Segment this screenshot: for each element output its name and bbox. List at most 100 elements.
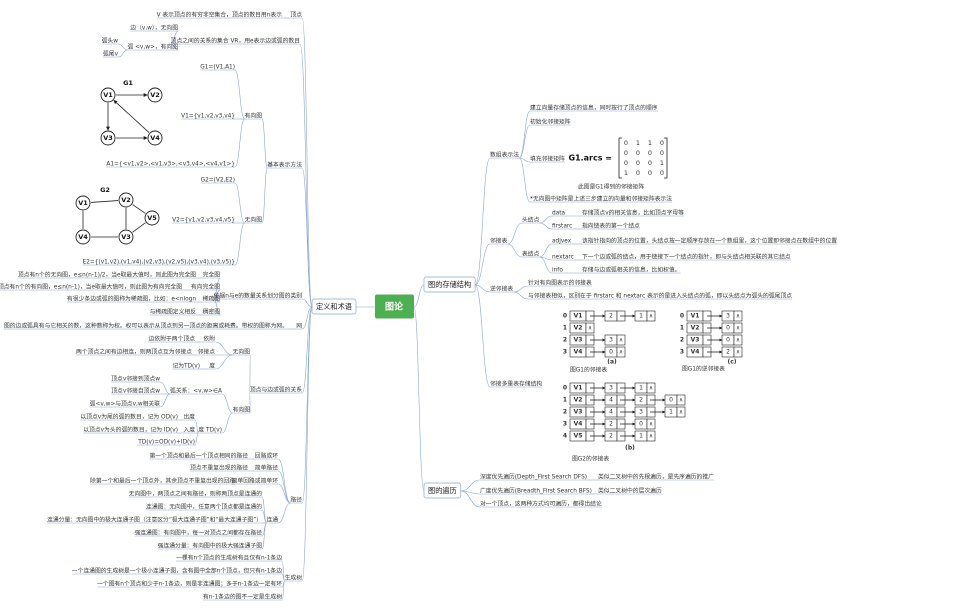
branch-box bbox=[423, 482, 462, 499]
topic: 与稀疏图定义相反 bbox=[150, 308, 197, 316]
null-mark: ∧ bbox=[736, 350, 740, 356]
connector bbox=[475, 284, 491, 293]
null-mark: ∧ bbox=[649, 386, 653, 392]
node-adj: 3 bbox=[726, 313, 730, 320]
list-vertex: V1 bbox=[691, 313, 700, 320]
node-adj: 3 bbox=[639, 409, 643, 416]
topic: 边依附于两个顶点 bbox=[149, 335, 196, 343]
topic: 出度 bbox=[183, 413, 195, 421]
null-mark: ∧ bbox=[588, 326, 592, 332]
node-adj: 0 bbox=[669, 397, 673, 404]
matrix-cell: 1 bbox=[648, 139, 652, 147]
root-topic: 图论 bbox=[385, 301, 404, 313]
list-vertex: V3 bbox=[574, 337, 583, 344]
connector bbox=[234, 182, 245, 224]
connector bbox=[302, 298, 313, 308]
graph-vertex bbox=[100, 130, 116, 146]
matrix-cell: 0 bbox=[660, 149, 664, 157]
connector bbox=[160, 381, 171, 395]
node-adj: 4 bbox=[609, 409, 613, 416]
null-mark: ∧ bbox=[679, 410, 683, 416]
node-ptr bbox=[676, 406, 686, 418]
null-mark: ∧ bbox=[649, 314, 653, 320]
connector bbox=[539, 222, 553, 230]
topic: 顶点有n个的无向图，e≤n(n-1)/2，当e取最大值时，则此图为完全图 bbox=[18, 271, 196, 279]
topic: *无向图中矩阵是上述三步建立的向量和邻接矩阵表示法 bbox=[530, 195, 672, 203]
topic: 指向链表的第一个结点 bbox=[582, 222, 640, 230]
connector bbox=[234, 118, 245, 168]
connector bbox=[118, 43, 128, 51]
list-vertex: V2 bbox=[574, 397, 583, 404]
node-ptr bbox=[676, 394, 686, 406]
matrix-cell: 0 bbox=[660, 169, 664, 177]
null-mark: ∧ bbox=[649, 434, 653, 440]
topic: info bbox=[552, 268, 563, 274]
matrix-cell: 0 bbox=[636, 149, 640, 157]
node-adj: 2 bbox=[726, 349, 730, 356]
node-ptr bbox=[733, 310, 743, 322]
matrix-cell: 1 bbox=[636, 139, 640, 147]
graph-vertex bbox=[118, 229, 134, 245]
connector bbox=[215, 354, 233, 370]
topic: 简单回路或简单环 bbox=[232, 477, 279, 485]
connector bbox=[518, 110, 531, 159]
topic: E2={(v1,v2),(v1,v4),(v2,v3),(v2,v5),(v3,… bbox=[83, 260, 235, 266]
connectors bbox=[0, 17, 838, 601]
graph-edge bbox=[90, 200, 119, 203]
graph-vertex bbox=[118, 192, 134, 208]
list-vertex: V4 bbox=[574, 421, 583, 428]
topic: 有向图 bbox=[245, 112, 263, 120]
null-mark: ∧ bbox=[619, 350, 623, 356]
graph-edge bbox=[113, 99, 150, 133]
connector bbox=[261, 522, 267, 550]
topic: 回路或环 bbox=[255, 452, 278, 460]
list-tag: (a) bbox=[607, 359, 617, 366]
topic: 类似二叉树中的层次遍历 bbox=[598, 487, 662, 495]
connector bbox=[301, 306, 313, 394]
connector bbox=[518, 124, 531, 159]
topic: 边（v,w），无向图 bbox=[130, 24, 178, 32]
topic: 存储顶点v的相关信息，比如顶点字母等 bbox=[582, 209, 684, 217]
topic: 邻接表 bbox=[490, 237, 508, 245]
vertex-label: V3 bbox=[103, 134, 113, 142]
graph-vertex bbox=[147, 130, 163, 146]
list-index: 3 bbox=[563, 421, 567, 428]
topic: 简单路径 bbox=[255, 464, 278, 472]
node-adj: 2 bbox=[609, 433, 613, 440]
topic: 基本表示方法 bbox=[267, 161, 302, 169]
list-vertex: V3 bbox=[691, 337, 700, 344]
topic: 邻接点 bbox=[198, 348, 216, 356]
topic: G2=(V2,E2) bbox=[201, 178, 235, 184]
connector bbox=[281, 580, 285, 601]
topic: 稀疏图 bbox=[203, 295, 221, 303]
node-adj: 1 bbox=[639, 433, 643, 440]
connector bbox=[213, 289, 221, 300]
main-branch: 图的遍历 bbox=[428, 486, 457, 495]
connector bbox=[513, 291, 529, 300]
graph-title: G1 bbox=[123, 79, 133, 87]
matrix-cell: 0 bbox=[636, 169, 640, 177]
topic: G1=(V1,A1) bbox=[200, 65, 235, 71]
topic: 连通图：无向图中，任意两个顶点都是连通的 bbox=[146, 503, 262, 511]
connector bbox=[460, 490, 481, 508]
topic: 顶点不重复出现的路径 bbox=[190, 464, 248, 472]
topic: TD(v)=OD(v)+ID(v) bbox=[137, 440, 195, 446]
vertex-label: V2 bbox=[150, 91, 160, 99]
vertex-label: V1 bbox=[78, 199, 88, 207]
list-index: 4 bbox=[563, 433, 567, 440]
graph-title: G2 bbox=[100, 186, 110, 194]
topic: 顶点v邻接到顶点w bbox=[111, 375, 160, 383]
topic: 连通分量：无向图中的极大连通子图（注意区分“极大连通子图”和“最大连通子图”） bbox=[47, 516, 262, 524]
topic: 网 bbox=[296, 323, 302, 330]
topic: 头结点 bbox=[522, 216, 540, 224]
list-index: 3 bbox=[680, 349, 684, 356]
matrix-cell: 0 bbox=[648, 149, 652, 157]
topic: 连通 bbox=[266, 516, 278, 524]
topic: 广度优先遍历(Breadth_First Search BFS) bbox=[480, 487, 592, 495]
matrix-cell: 1 bbox=[660, 159, 664, 167]
topic: 一个图有n个顶点和少于n-1条边，则是非连通图；多于n-1条边一定有环 bbox=[97, 580, 282, 588]
connector bbox=[460, 479, 481, 492]
connector bbox=[302, 306, 313, 330]
topic: 度 TD(v) bbox=[198, 426, 222, 434]
matrix-cell: 0 bbox=[636, 159, 640, 167]
